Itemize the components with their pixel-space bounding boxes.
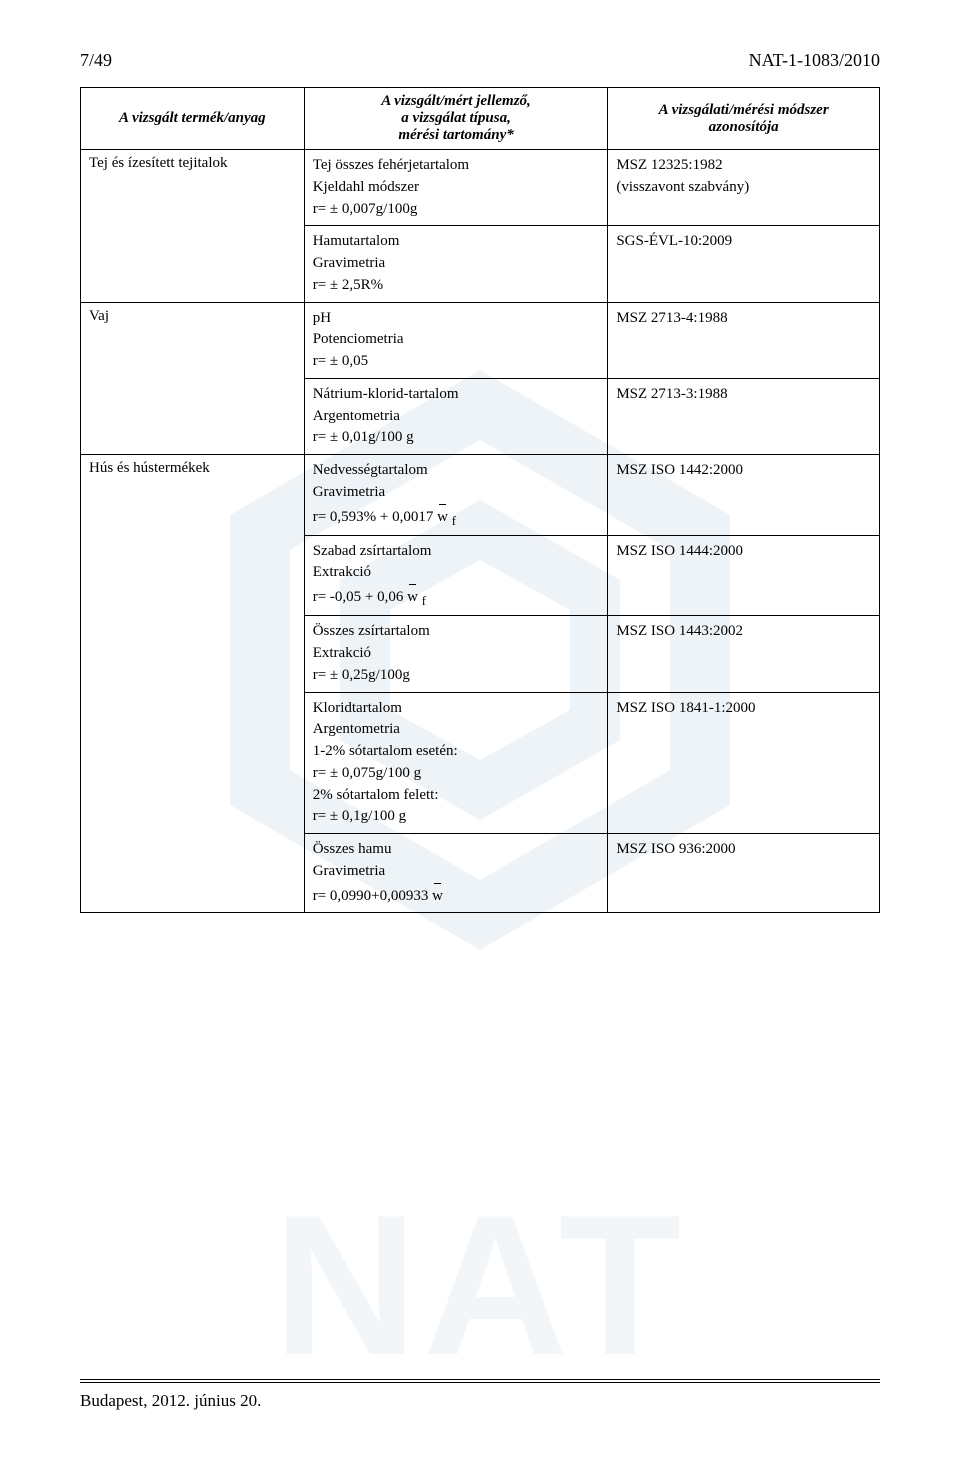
col2-line3: mérési tartomány* (398, 127, 513, 143)
method-cell: MSZ ISO 936:2000 (608, 834, 880, 913)
method-cell: MSZ 2713-4:1988 (608, 302, 880, 378)
spec-cell: Tej összes fehérjetartalomKjeldahl módsz… (304, 150, 608, 226)
spec-cell: Nátrium-klorid-tartalomArgentometriar= ±… (304, 378, 608, 454)
col-header-spec: A vizsgált/mért jellemző, a vizsgálat tí… (304, 88, 608, 150)
col3-line1: A vizsgálati/mérési módszer (659, 102, 829, 118)
col2-line1: A vizsgált/mért jellemző, (381, 93, 531, 109)
method-cell: MSZ ISO 1443:2002 (608, 616, 880, 692)
table-header-row: A vizsgált termék/anyag A vizsgált/mért … (81, 88, 880, 150)
footer-rule (80, 1379, 880, 1383)
footer-text: Budapest, 2012. június 20. (80, 1391, 880, 1411)
product-cell: Vaj (81, 302, 305, 455)
spec-cell: Összes hamuGravimetriar= 0,0990+0,00933 … (304, 834, 608, 913)
spec-cell: pHPotenciometriar= ± 0,05 (304, 302, 608, 378)
spec-cell: HamutartalomGravimetriar= ± 2,5R% (304, 226, 608, 302)
spec-cell: Szabad zsírtartalomExtrakciór= -0,05 + 0… (304, 535, 608, 616)
spec-cell: Összes zsírtartalomExtrakciór= ± 0,25g/1… (304, 616, 608, 692)
method-cell: MSZ 12325:1982(visszavont szabvány) (608, 150, 880, 226)
method-cell: MSZ 2713-3:1988 (608, 378, 880, 454)
doc-id: NAT-1-1083/2010 (749, 50, 880, 71)
method-cell: MSZ ISO 1841-1:2000 (608, 692, 880, 834)
spec-cell: NedvességtartalomGravimetriar= 0,593% + … (304, 455, 608, 536)
col3-line2: azonosítója (709, 119, 779, 135)
method-cell: MSZ ISO 1444:2000 (608, 535, 880, 616)
col-header-method: A vizsgálati/mérési módszer azonosítója (608, 88, 880, 150)
watermark-text: NAT (273, 1171, 687, 1401)
method-cell: MSZ ISO 1442:2000 (608, 455, 880, 536)
method-cell: SGS-ÉVL-10:2009 (608, 226, 880, 302)
table-row: Tej és ízesített tejitalokTej összes feh… (81, 150, 880, 226)
table-row: Hús és hústermékekNedvességtartalomGravi… (81, 455, 880, 536)
col2-line2: a vizsgálat típusa, (401, 110, 511, 126)
table-row: VajpHPotenciometriar= ± 0,05MSZ 2713-4:1… (81, 302, 880, 378)
product-cell: Tej és ízesített tejitalok (81, 150, 305, 303)
page-header: 7/49 NAT-1-1083/2010 (80, 50, 880, 71)
content: 7/49 NAT-1-1083/2010 A vizsgált termék/a… (80, 50, 880, 913)
table-body: Tej és ízesített tejitalokTej összes feh… (81, 150, 880, 913)
product-cell: Hús és hústermékek (81, 455, 305, 913)
data-table: A vizsgált termék/anyag A vizsgált/mért … (80, 87, 880, 913)
page: NAT 7/49 NAT-1-1083/2010 A vizsgált term… (0, 0, 960, 1461)
col-header-product: A vizsgált termék/anyag (81, 88, 305, 150)
spec-cell: KloridtartalomArgentometria1-2% sótartal… (304, 692, 608, 834)
page-number: 7/49 (80, 50, 112, 71)
page-footer: Budapest, 2012. június 20. (80, 1379, 880, 1411)
